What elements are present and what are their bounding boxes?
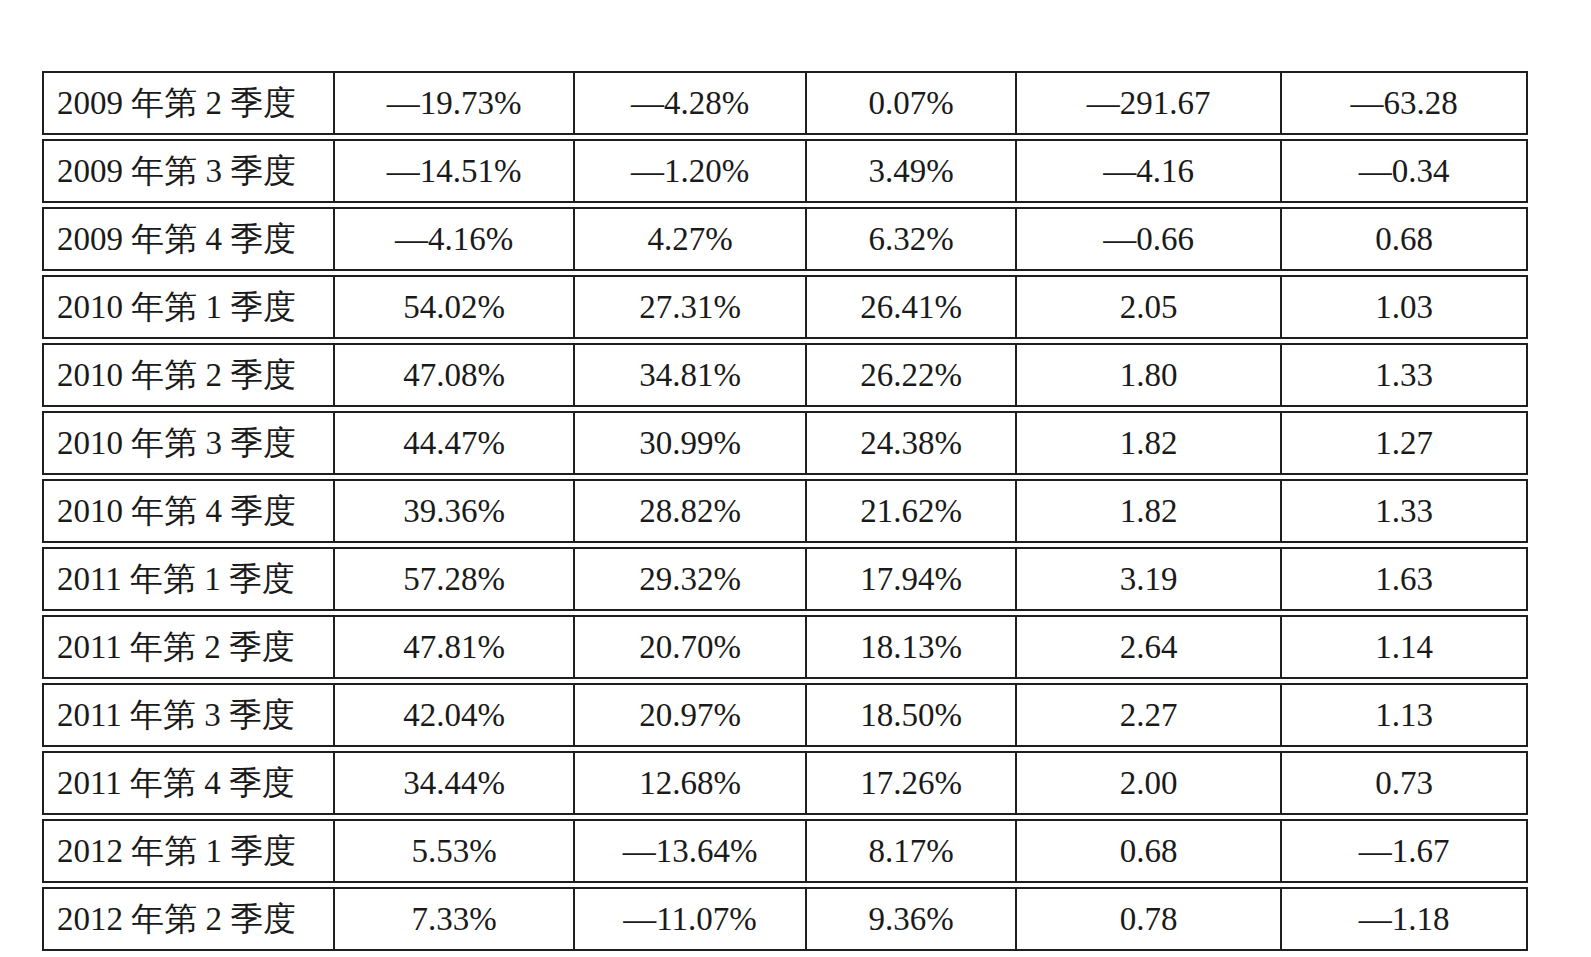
table-row: 2010 年第 1 季度 54.02% 27.31% 26.41% 2.05 1…: [42, 275, 1528, 339]
value-cell: 3.49%: [805, 139, 1015, 203]
value-cell: 39.36%: [333, 479, 573, 543]
value-cell: 1.13: [1280, 683, 1528, 747]
value-cell: 12.68%: [573, 751, 805, 815]
quarter-label-cell: 2011 年第 3 季度: [42, 683, 333, 747]
value-cell: 0.68: [1015, 819, 1280, 883]
value-cell: 0.78: [1015, 887, 1280, 951]
table-row: 2010 年第 2 季度 47.08% 34.81% 26.22% 1.80 1…: [42, 343, 1528, 407]
scanned-document-page: 2009 年第 2 季度 —19.73% —4.28% 0.07% —291.6…: [0, 0, 1591, 957]
quarter-label-cell: 2011 年第 4 季度: [42, 751, 333, 815]
value-cell: 27.31%: [573, 275, 805, 339]
quarter-label-cell: 2011 年第 1 季度: [42, 547, 333, 611]
value-cell: —291.67: [1015, 71, 1280, 135]
value-cell: 0.68: [1280, 207, 1528, 271]
value-cell: —4.16%: [333, 207, 573, 271]
quarter-label-cell: 2012 年第 1 季度: [42, 819, 333, 883]
table-body: 2009 年第 2 季度 —19.73% —4.28% 0.07% —291.6…: [42, 71, 1528, 951]
value-cell: 42.04%: [333, 683, 573, 747]
value-cell: 6.32%: [805, 207, 1015, 271]
value-cell: 4.27%: [573, 207, 805, 271]
value-cell: 2.05: [1015, 275, 1280, 339]
quarter-label-cell: 2010 年第 3 季度: [42, 411, 333, 475]
value-cell: 26.22%: [805, 343, 1015, 407]
value-cell: —11.07%: [573, 887, 805, 951]
value-cell: —1.20%: [573, 139, 805, 203]
table-row: 2011 年第 3 季度 42.04% 20.97% 18.50% 2.27 1…: [42, 683, 1528, 747]
table-row: 2011 年第 2 季度 47.81% 20.70% 18.13% 2.64 1…: [42, 615, 1528, 679]
table-row: 2011 年第 1 季度 57.28% 29.32% 17.94% 3.19 1…: [42, 547, 1528, 611]
value-cell: 29.32%: [573, 547, 805, 611]
value-cell: 1.33: [1280, 343, 1528, 407]
value-cell: 2.64: [1015, 615, 1280, 679]
value-cell: 20.97%: [573, 683, 805, 747]
value-cell: 24.38%: [805, 411, 1015, 475]
value-cell: —19.73%: [333, 71, 573, 135]
value-cell: —4.28%: [573, 71, 805, 135]
value-cell: 1.27: [1280, 411, 1528, 475]
value-cell: —1.67: [1280, 819, 1528, 883]
value-cell: 21.62%: [805, 479, 1015, 543]
value-cell: 30.99%: [573, 411, 805, 475]
value-cell: 57.28%: [333, 547, 573, 611]
quarter-label-cell: 2009 年第 3 季度: [42, 139, 333, 203]
value-cell: 54.02%: [333, 275, 573, 339]
value-cell: 1.33: [1280, 479, 1528, 543]
value-cell: 28.82%: [573, 479, 805, 543]
value-cell: —63.28: [1280, 71, 1528, 135]
quarter-label-cell: 2009 年第 2 季度: [42, 71, 333, 135]
value-cell: 44.47%: [333, 411, 573, 475]
value-cell: —4.16: [1015, 139, 1280, 203]
quarter-label-cell: 2010 年第 4 季度: [42, 479, 333, 543]
table-row: 2009 年第 3 季度 —14.51% —1.20% 3.49% —4.16 …: [42, 139, 1528, 203]
value-cell: 0.07%: [805, 71, 1015, 135]
quarter-label-cell: 2011 年第 2 季度: [42, 615, 333, 679]
value-cell: 17.94%: [805, 547, 1015, 611]
value-cell: 47.81%: [333, 615, 573, 679]
value-cell: 26.41%: [805, 275, 1015, 339]
table-row: 2010 年第 4 季度 39.36% 28.82% 21.62% 1.82 1…: [42, 479, 1528, 543]
value-cell: 18.50%: [805, 683, 1015, 747]
value-cell: 7.33%: [333, 887, 573, 951]
table-row: 2010 年第 3 季度 44.47% 30.99% 24.38% 1.82 1…: [42, 411, 1528, 475]
value-cell: 1.03: [1280, 275, 1528, 339]
value-cell: 9.36%: [805, 887, 1015, 951]
quarterly-financial-table: 2009 年第 2 季度 —19.73% —4.28% 0.07% —291.6…: [42, 67, 1528, 955]
value-cell: 3.19: [1015, 547, 1280, 611]
value-cell: 18.13%: [805, 615, 1015, 679]
value-cell: —14.51%: [333, 139, 573, 203]
table-row: 2012 年第 2 季度 7.33% —11.07% 9.36% 0.78 —1…: [42, 887, 1528, 951]
value-cell: —0.34: [1280, 139, 1528, 203]
value-cell: 1.82: [1015, 411, 1280, 475]
value-cell: 1.82: [1015, 479, 1280, 543]
quarter-label-cell: 2009 年第 4 季度: [42, 207, 333, 271]
table-row: 2011 年第 4 季度 34.44% 12.68% 17.26% 2.00 0…: [42, 751, 1528, 815]
value-cell: 5.53%: [333, 819, 573, 883]
value-cell: 1.14: [1280, 615, 1528, 679]
value-cell: 47.08%: [333, 343, 573, 407]
value-cell: 2.00: [1015, 751, 1280, 815]
table-row: 2009 年第 2 季度 —19.73% —4.28% 0.07% —291.6…: [42, 71, 1528, 135]
value-cell: —13.64%: [573, 819, 805, 883]
value-cell: 0.73: [1280, 751, 1528, 815]
value-cell: 20.70%: [573, 615, 805, 679]
value-cell: 1.80: [1015, 343, 1280, 407]
quarter-label-cell: 2010 年第 2 季度: [42, 343, 333, 407]
value-cell: 1.63: [1280, 547, 1528, 611]
quarter-label-cell: 2010 年第 1 季度: [42, 275, 333, 339]
value-cell: 8.17%: [805, 819, 1015, 883]
value-cell: 2.27: [1015, 683, 1280, 747]
value-cell: 17.26%: [805, 751, 1015, 815]
value-cell: 34.81%: [573, 343, 805, 407]
table-row: 2012 年第 1 季度 5.53% —13.64% 8.17% 0.68 —1…: [42, 819, 1528, 883]
value-cell: —0.66: [1015, 207, 1280, 271]
value-cell: 34.44%: [333, 751, 573, 815]
table-row: 2009 年第 4 季度 —4.16% 4.27% 6.32% —0.66 0.…: [42, 207, 1528, 271]
quarter-label-cell: 2012 年第 2 季度: [42, 887, 333, 951]
value-cell: —1.18: [1280, 887, 1528, 951]
